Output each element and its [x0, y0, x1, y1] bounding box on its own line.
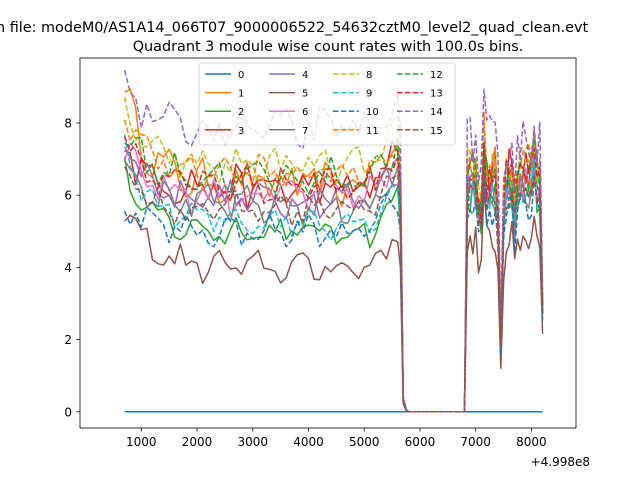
x-axis-offset-label: +4.998e8 [531, 455, 590, 469]
legend-label-15: 15 [430, 126, 443, 137]
series-line-15 [123, 157, 544, 413]
legend-box [198, 62, 456, 146]
series-layer [123, 69, 544, 413]
y-tick-label-2: 2 [64, 333, 72, 347]
legend-label-8: 8 [366, 70, 372, 81]
legend-label-2: 2 [238, 107, 244, 118]
legend-label-9: 9 [366, 89, 372, 100]
y-tick-label-6: 6 [64, 189, 72, 203]
legend-label-0: 0 [238, 70, 244, 81]
series-line-9 [123, 134, 544, 413]
x-tick-label-8000: 8000 [516, 435, 547, 449]
series-line-13 [123, 136, 544, 413]
plot-frame [79, 57, 577, 429]
legend-label-6: 6 [302, 107, 308, 118]
axes: 1000 2000 3000 4000 5000 6000 7000 8000 0 2 4 6 8 [64, 57, 577, 449]
y-tick-label-8: 8 [64, 116, 72, 130]
legend-label-4: 4 [302, 70, 308, 81]
y-tick-label-4: 4 [64, 261, 72, 275]
figure-suptitle: n file: modeM0/AS1A14_066T07_9000006522_… [0, 20, 589, 36]
legend-label-5: 5 [302, 89, 308, 100]
x-tick-label-4000: 4000 [293, 435, 324, 449]
x-tick-label-6000: 6000 [405, 435, 436, 449]
legend-label-3: 3 [238, 126, 244, 137]
legend-label-13: 13 [430, 89, 443, 100]
legend-label-14: 14 [430, 107, 443, 118]
x-tick-label-2000: 2000 [182, 435, 213, 449]
series-line-7 [123, 159, 544, 413]
chart-title: Quadrant 3 module wise count rates with … [133, 39, 524, 55]
x-tick-label-3000: 3000 [237, 435, 268, 449]
legend-label-7: 7 [302, 126, 308, 137]
legend-label-1: 1 [238, 89, 244, 100]
legend-label-12: 12 [430, 70, 443, 81]
series-line-10 [123, 176, 544, 413]
legend-label-11: 11 [366, 126, 379, 137]
series-line-5 [124, 187, 544, 413]
x-tick-label-7000: 7000 [460, 435, 491, 449]
legend-label-10: 10 [366, 107, 379, 118]
y-tick-label-0: 0 [64, 405, 72, 419]
series-line-12 [124, 136, 544, 413]
x-tick-label-5000: 5000 [349, 435, 380, 449]
x-tick-label-1000: 1000 [126, 435, 157, 449]
